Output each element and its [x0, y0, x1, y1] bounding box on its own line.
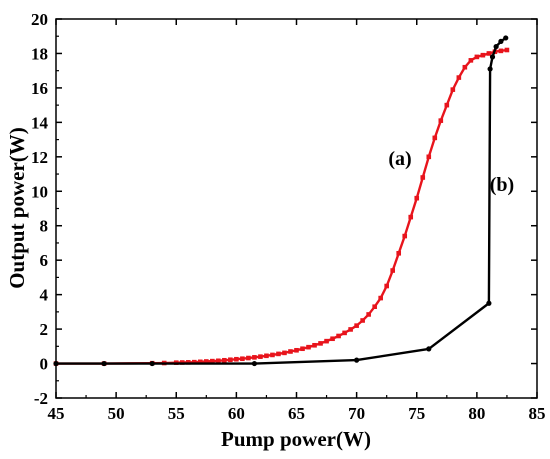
data-point-a [450, 87, 456, 92]
x-tick-label: 80 [468, 404, 485, 423]
data-point-a [185, 360, 191, 365]
data-point-a [204, 359, 209, 364]
data-point-a [258, 354, 263, 359]
data-point-b [426, 346, 432, 352]
data-point-a [426, 154, 432, 160]
data-point-a [378, 295, 383, 301]
plot-frame [55, 18, 538, 399]
data-point-a [330, 336, 335, 342]
data-point-b [101, 360, 107, 367]
data-point-a [300, 346, 305, 352]
data-point-a [198, 359, 203, 365]
data-point-a [498, 48, 504, 54]
data-point-a [264, 353, 269, 359]
data-point-a [294, 347, 299, 353]
data-point-a [234, 356, 239, 362]
data-point-b [493, 43, 499, 50]
annotation-a: (a) [388, 148, 411, 170]
data-point-a [216, 358, 221, 364]
x-tick-label: 60 [228, 404, 245, 423]
data-point-a [402, 233, 408, 239]
y-tick-label: 2 [40, 320, 49, 339]
series-a [53, 47, 510, 366]
data-point-b [498, 38, 504, 44]
data-point-a [348, 327, 353, 332]
data-point-a [222, 357, 227, 363]
data-point-b [489, 54, 496, 60]
data-point-a [462, 64, 468, 70]
data-point-a [306, 344, 311, 350]
data-point-a [420, 175, 426, 180]
data-point-b [487, 66, 493, 72]
data-point-a [504, 47, 510, 53]
data-point-a [270, 352, 275, 358]
data-point-a [288, 349, 293, 354]
data-point-a [336, 333, 341, 339]
y-tick-label: 18 [31, 44, 48, 63]
annotation-b: (b) [490, 174, 514, 196]
y-tick-label: -2 [34, 389, 48, 408]
series-layer [53, 35, 510, 367]
data-point-a [474, 54, 480, 60]
x-tick-label: 55 [168, 404, 185, 423]
y-tick-label: 0 [40, 355, 49, 374]
data-point-a [282, 350, 287, 356]
y-tick-label: 8 [40, 217, 49, 236]
y-tick-label: 4 [40, 286, 49, 305]
data-point-a [360, 318, 365, 323]
data-point-a [366, 312, 371, 317]
data-point-a [276, 351, 281, 357]
data-point-a [480, 52, 486, 58]
data-point-a [252, 355, 257, 360]
data-point-a [432, 135, 438, 141]
data-point-b [354, 357, 360, 363]
data-point-a [240, 356, 245, 362]
data-point-a [228, 357, 233, 363]
data-point-b [503, 35, 509, 41]
data-point-a [191, 359, 197, 365]
x-tick-label: 75 [408, 404, 425, 423]
x-tick-label: 85 [529, 404, 546, 423]
data-point-a [372, 304, 377, 309]
data-point-a [468, 58, 474, 63]
axes-layer: 45 50 55 60 65 70 75 80 85 -2 0 2 4 6 8 10 12 14 16 18 20 [31, 10, 546, 423]
data-point-a [354, 323, 359, 328]
data-point-a [384, 283, 389, 289]
data-point-b [486, 300, 492, 306]
y-tick-label: 10 [31, 182, 48, 201]
x-tick-label: 70 [348, 404, 365, 423]
data-point-a [444, 102, 450, 108]
x-axis-title: Pump power(W) [221, 427, 371, 451]
x-tick-label: 45 [48, 404, 65, 423]
data-point-a [396, 250, 402, 256]
data-point-a [438, 118, 444, 123]
data-point-a [318, 341, 323, 346]
data-point-a [324, 338, 329, 344]
y-axis-title: Output power(W) [5, 127, 29, 289]
data-point-a [486, 51, 492, 56]
data-point-b [149, 360, 155, 367]
y-tick-label: 20 [31, 10, 48, 29]
y-tick-label: 14 [31, 113, 49, 132]
data-point-a [312, 342, 317, 348]
data-point-a [210, 358, 215, 364]
series-line-a [56, 48, 508, 365]
data-point-a [390, 268, 395, 273]
x-tick-label: 50 [108, 404, 125, 423]
x-tick-label: 65 [288, 404, 305, 423]
data-point-a [246, 355, 251, 361]
data-point-a [342, 330, 347, 336]
series-b [53, 35, 509, 367]
data-point-a [456, 75, 462, 80]
data-point-a [408, 214, 414, 220]
y-tick-label: 6 [40, 251, 49, 270]
series-line-b [56, 36, 507, 365]
data-point-a [414, 195, 420, 201]
data-point-b [251, 360, 258, 367]
y-tick-label: 12 [31, 148, 48, 167]
y-tick-label: 16 [31, 79, 48, 98]
